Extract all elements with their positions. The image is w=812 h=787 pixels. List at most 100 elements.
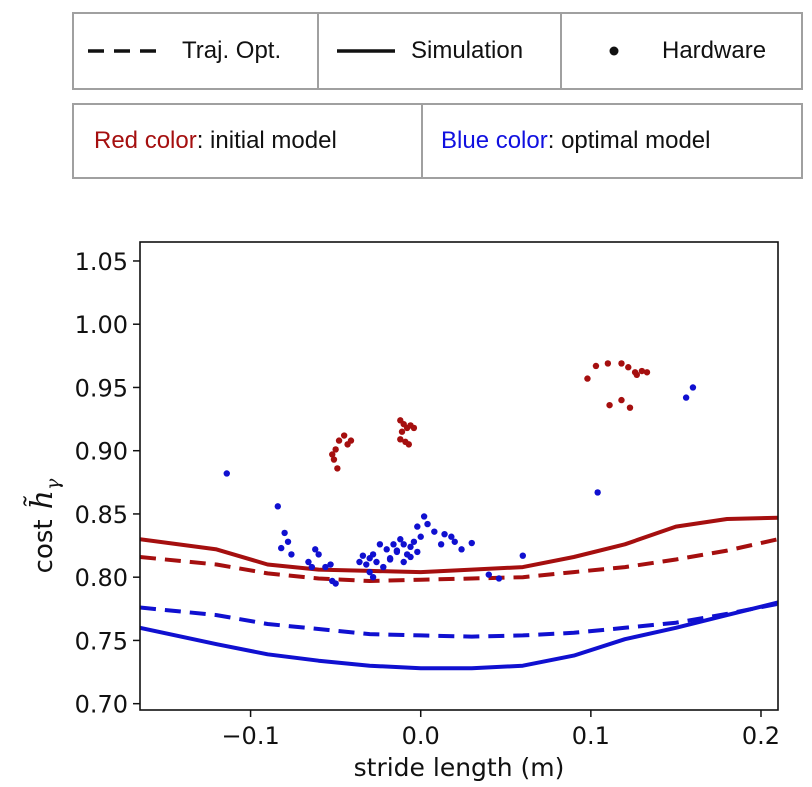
hardware-point-optimal (682, 394, 690, 401)
hardware-point-optimal (223, 470, 230, 477)
legend-item-hardware: Hardware (562, 14, 801, 88)
hardware-point-optimal (437, 541, 445, 548)
x-tick-label: −0.1 (221, 722, 279, 750)
hardware-point-optimal (315, 551, 322, 558)
y-axis-label-symbol: h̃ (23, 490, 60, 509)
hardware-point-optimal (397, 536, 404, 543)
hardware-point-optimal (424, 520, 431, 528)
axis-layer: −0.1 0.0 0.1 0.2 0.70 0.75 0.80 0.85 0.90 0.95 1.0… (75, 248, 781, 750)
hardware-point-optimal (390, 541, 397, 548)
hardware-point-optimal (468, 539, 475, 547)
dot-swatch (609, 46, 619, 56)
hardware-point-optimal (594, 489, 601, 496)
x-tick-label: 0.2 (742, 722, 780, 750)
hardware-point-initial (340, 432, 348, 439)
hardware-point-optimal (441, 530, 448, 538)
legend-item-initial-model: Red color: initial model (94, 105, 414, 177)
initial-model-text: : initial model (196, 127, 337, 154)
y-axis-label-subscript: γ (42, 478, 64, 490)
hardware-point-optimal (327, 561, 334, 568)
line-style-legend: Traj. Opt. Simulation Hardware (72, 12, 803, 90)
hardware-point-optimal (359, 552, 367, 559)
hardware-point-optimal (366, 568, 373, 576)
hardware-point-optimal (386, 555, 394, 562)
hardware-point-initial (643, 369, 651, 376)
hardware-point-initial (334, 465, 341, 472)
hardware-point-optimal (448, 533, 455, 540)
hardware-point-optimal (420, 513, 428, 520)
hardware-point-optimal (485, 571, 492, 578)
hardware-point-optimal (410, 538, 418, 545)
hardware-point-optimal (458, 546, 465, 553)
hardware-point-initial (633, 371, 640, 379)
hardware-point-optimal (393, 548, 401, 556)
hardware-point-optimal (369, 573, 377, 581)
hardware-point-initial (604, 360, 612, 367)
hardware-point-optimal (400, 558, 407, 566)
y-tick-label: 0.95 (75, 374, 128, 402)
y-tick-label: 1.00 (75, 311, 128, 339)
legend-divider (421, 105, 423, 177)
hardware-point-initial (410, 424, 418, 432)
simulation-line-optimal (140, 600, 778, 671)
y-tick-label: 0.70 (75, 691, 128, 719)
hardware-point-initial (584, 375, 591, 382)
hardware-point-initial (347, 437, 355, 444)
hardware-point-initial (618, 360, 625, 367)
hardware-point-initial (592, 362, 600, 370)
cost-vs-stride-chart: −0.1 0.0 0.1 0.2 0.70 0.75 0.80 0.85 0.90 0.95 1.0… (23, 241, 781, 782)
y-axis-label-prefix: cost (29, 519, 59, 573)
hardware-point-optimal (451, 538, 458, 545)
hardware-point-initial (606, 401, 613, 409)
hardware-point-optimal (414, 548, 421, 556)
x-axis-label: stride length (m) (354, 753, 565, 782)
legend-item-optimal-model: Blue color: optimal model (441, 105, 801, 177)
svg-text:costh̃γ: cost h̃γ (23, 478, 64, 573)
hardware-point-initial (618, 396, 625, 404)
legend-divider (560, 14, 562, 88)
legend-label-simulation: Simulation (411, 37, 524, 64)
hardware-point-optimal (383, 546, 390, 553)
legend-label-traj-opt: Traj. Opt. (182, 37, 282, 64)
traj-opt-line-optimal (140, 601, 778, 639)
dashed-line-swatch (88, 49, 164, 53)
y-tick-label: 0.90 (75, 438, 128, 466)
hardware-point-optimal (312, 546, 319, 553)
simulation-line-initial (140, 515, 778, 575)
hardware-point-optimal (288, 551, 295, 558)
hardware-point-optimal (369, 551, 377, 558)
y-tick-label: 0.85 (75, 501, 128, 529)
series-layer (140, 360, 778, 671)
hardware-point-initial (638, 367, 646, 375)
traj-opt-line-initial (140, 537, 778, 583)
hardware-point-optimal (407, 543, 414, 551)
hardware-point-initial (625, 364, 632, 371)
hardware-point-optimal (363, 561, 370, 568)
red-color-word: Red color (94, 127, 197, 154)
hardware-point-optimal (332, 580, 339, 587)
hardware-point-optimal (376, 541, 384, 548)
hardware-point-optimal (519, 552, 526, 559)
legend-item-traj-opt: Traj. Opt. (74, 14, 317, 88)
y-tick-label: 0.75 (75, 627, 128, 655)
legend-label-hardware: Hardware (662, 37, 767, 64)
hardware-point-initial (332, 446, 339, 453)
y-tick-label: 0.80 (75, 564, 128, 592)
plot-frame (139, 241, 779, 711)
hardware-point-optimal (373, 558, 380, 566)
hardware-point-optimal (417, 533, 424, 540)
hardware-point-optimal (495, 575, 503, 582)
hardware-point-optimal (281, 529, 288, 537)
hardware-point-optimal (278, 544, 285, 552)
hardware-point-optimal (407, 553, 414, 561)
hardware-point-initial (335, 437, 343, 444)
hardware-point-optimal (284, 538, 292, 545)
hardware-point-optimal (322, 563, 329, 571)
solid-line-swatch (337, 49, 395, 53)
blue-color-word: Blue color (441, 127, 548, 154)
hardware-point-optimal (308, 563, 316, 571)
color-key-legend: Red color: initial model Blue color: opt… (72, 103, 803, 179)
hardware-point-initial (626, 404, 634, 411)
hardware-point-initial (398, 428, 406, 435)
hardware-point-initial (397, 436, 404, 443)
